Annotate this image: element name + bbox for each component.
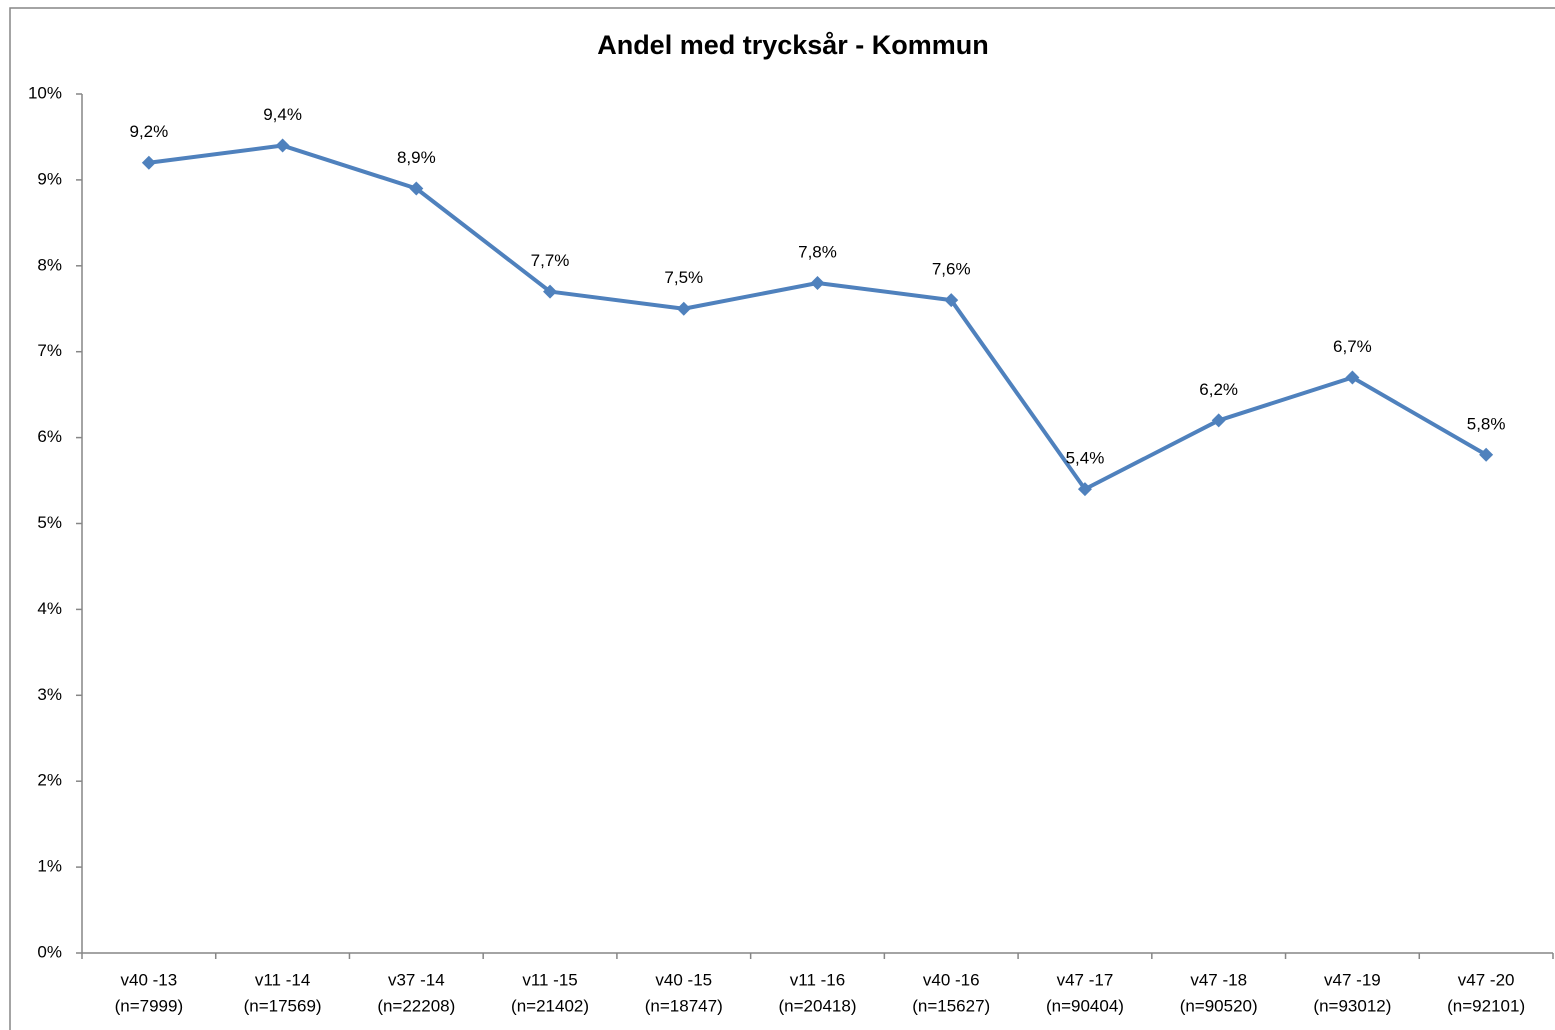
x-tick-label: v40 -15 <box>655 970 712 989</box>
y-tick-label: 9% <box>37 169 62 188</box>
x-tick-label: v40 -13 <box>121 970 178 989</box>
x-tick-label: (n=90404) <box>1046 996 1124 1015</box>
y-tick-label: 7% <box>37 341 62 360</box>
point <box>141 155 156 170</box>
x-tick-label: (n=20418) <box>779 996 857 1015</box>
data-label: 7,6% <box>932 260 971 279</box>
data-label: 5,4% <box>1066 449 1105 468</box>
x-tick-label: v47 -17 <box>1057 970 1114 989</box>
x-tick-label: (n=90520) <box>1180 996 1258 1015</box>
y-tick-label: 4% <box>37 599 62 618</box>
point <box>543 284 558 299</box>
point <box>1479 447 1494 462</box>
data-label: 9,4% <box>263 105 302 124</box>
x-tick-label: v40 -16 <box>923 970 980 989</box>
chart-border <box>9 7 1555 1030</box>
x-tick-label: v11 -14 <box>255 970 310 989</box>
x-tick-label: (n=22208) <box>377 996 455 1015</box>
point <box>944 293 959 308</box>
x-tick-label: v47 -18 <box>1190 970 1247 989</box>
x-tick-label: v37 -14 <box>388 970 445 989</box>
x-tick-label: v47 -19 <box>1324 970 1381 989</box>
x-tick-label: (n=17569) <box>244 996 322 1015</box>
y-tick-label: 1% <box>37 857 62 876</box>
point <box>676 301 691 316</box>
data-label: 9,2% <box>129 122 168 141</box>
y-tick-label: 0% <box>37 942 62 961</box>
y-tick-label: 8% <box>37 255 62 274</box>
data-label: 7,7% <box>531 251 570 270</box>
point <box>1345 370 1360 385</box>
point <box>1077 482 1092 497</box>
y-tick-label: 3% <box>37 685 62 704</box>
y-tick-label: 10% <box>28 83 62 102</box>
chart-title: Andel med trycksår - Kommun <box>597 30 989 60</box>
data-label: 6,2% <box>1199 380 1238 399</box>
line <box>148 143 1488 492</box>
point <box>810 275 825 290</box>
x-tick-label: v11 -16 <box>790 970 845 989</box>
data-label: 7,5% <box>664 268 703 287</box>
x-tick-label: (n=15627) <box>912 996 990 1015</box>
y-tick-label: 2% <box>37 771 62 790</box>
point <box>409 181 424 196</box>
x-tick-label: (n=18747) <box>645 996 723 1015</box>
data-label: 7,8% <box>798 242 837 261</box>
x-tick-label: v11 -15 <box>522 970 577 989</box>
point <box>1211 413 1226 428</box>
y-tick-label: 6% <box>37 427 62 446</box>
point <box>275 138 290 153</box>
x-tick-label: (n=7999) <box>115 996 184 1015</box>
data-label: 6,7% <box>1333 337 1372 356</box>
x-tick-label: (n=92101) <box>1447 996 1525 1015</box>
x-tick-label: (n=93012) <box>1313 996 1391 1015</box>
x-tick-label: v47 -20 <box>1458 970 1515 989</box>
data-label: 8,9% <box>397 148 436 167</box>
x-tick-label: (n=21402) <box>511 996 589 1015</box>
y-tick-label: 5% <box>37 513 62 532</box>
data-label: 5,8% <box>1467 414 1506 433</box>
